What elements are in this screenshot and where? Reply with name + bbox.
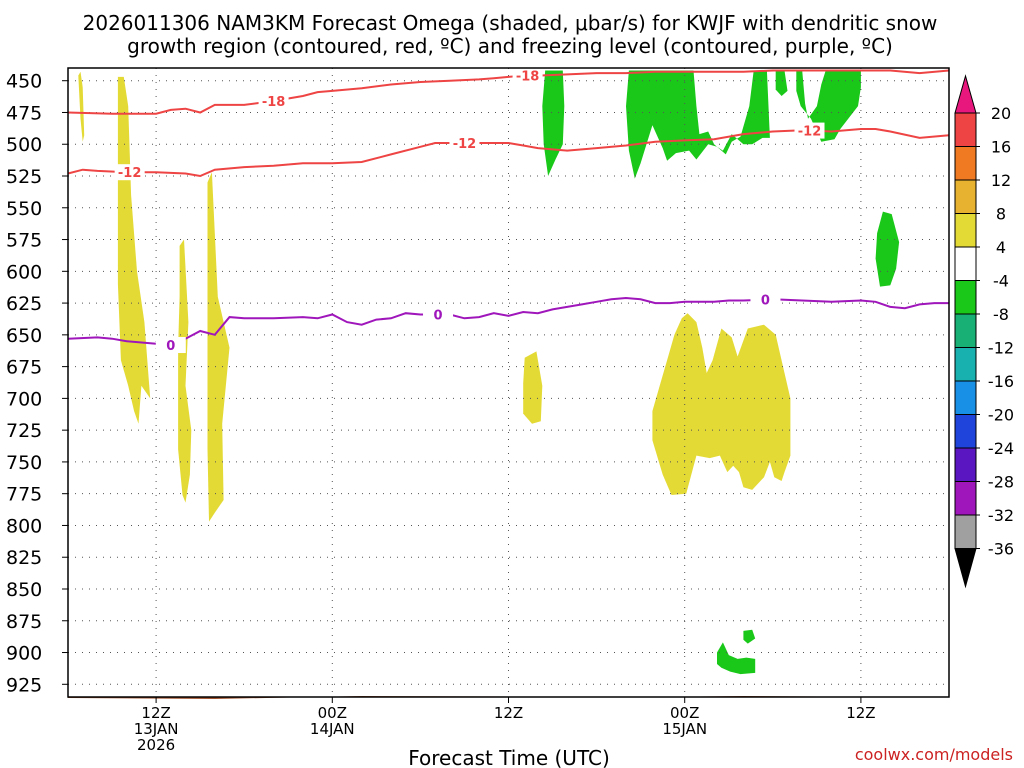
colorbar-segment-3 xyxy=(954,213,977,248)
omega-positive-region-1 xyxy=(117,76,151,424)
y-tick-label-825: 825 xyxy=(6,547,42,569)
y-tick-label-750: 750 xyxy=(6,452,42,474)
colorbar-segment-2 xyxy=(954,179,977,214)
y-tick-label-925: 925 xyxy=(6,674,42,696)
omega-positive-region-3 xyxy=(207,172,230,522)
colorbar-label-13: -36 xyxy=(988,540,1014,559)
omega-positive-shading xyxy=(78,71,791,522)
freezing-c-label-bg xyxy=(750,291,781,308)
y-tick-label-475: 475 xyxy=(6,102,42,124)
omega-positive-region-4 xyxy=(523,351,543,424)
y-axis-pressure-ticks: 450 475 500 525 550 575 600 625 650 675 700 725 750 7… xyxy=(6,71,68,696)
chart-title-line2: growth region (contoured, red, ºC) and f… xyxy=(127,34,893,58)
y-tick-label-850: 850 xyxy=(6,579,42,601)
colorbar-segment-11 xyxy=(954,481,977,516)
omega-positive-region-2 xyxy=(178,239,192,503)
y-tick-label-875: 875 xyxy=(6,611,42,633)
y-tick-label-575: 575 xyxy=(6,230,42,252)
x-tick-label-h18-2: 14JAN xyxy=(310,720,355,738)
dgz-lower-c-label: -12 xyxy=(798,125,822,140)
freezing-level-contour-line xyxy=(67,296,949,347)
colorbar-label-4: 4 xyxy=(996,238,1006,257)
y-tick-label-450: 450 xyxy=(6,71,42,93)
colorbar-segment-10 xyxy=(954,447,977,482)
freezing-a-label: 0 xyxy=(166,339,175,354)
x-tick-label-h42-2: 15JAN xyxy=(662,720,707,738)
y-tick-label-775: 775 xyxy=(6,484,42,506)
omega-colorbar: 20 16 12 8 4 -4 -8 -12 -16 -20 -24 -28 -32 -36 xyxy=(954,74,1014,589)
x-tick-label-h6-3: 2026 xyxy=(137,736,175,754)
colorbar-label-8: -16 xyxy=(988,372,1014,391)
y-tick-label-675: 675 xyxy=(6,357,42,379)
colorbar-top-arrow xyxy=(954,74,977,114)
contour-labels: -18 -18 -12 -12 -12 0 0 0 xyxy=(114,67,825,354)
colorbar-segment-12 xyxy=(954,514,977,549)
x-tick-label-h42-1: 00Z xyxy=(670,704,699,722)
x-tick-label-h54-1: 12Z xyxy=(846,704,875,722)
colorbar-label-5: -4 xyxy=(993,272,1009,291)
dgz-upper-b-label-bg xyxy=(512,67,543,84)
freezing-b-label: 0 xyxy=(433,309,442,324)
dgz-lower-c-label-bg xyxy=(794,122,825,139)
omega-negative-region-3 xyxy=(796,70,861,142)
colorbar-label-0: 20 xyxy=(991,104,1011,123)
colorbar-bottom-arrow xyxy=(954,548,977,589)
omega-positive-region-5 xyxy=(652,313,791,495)
dgz-upper-a-label-bg xyxy=(258,93,289,110)
y-tick-label-900: 900 xyxy=(6,643,42,665)
colorbar-segment-6 xyxy=(954,313,977,348)
omega-positive-region-0 xyxy=(78,71,85,142)
dgz-upper-a-label: -18 xyxy=(262,95,286,110)
y-tick-label-800: 800 xyxy=(6,515,42,537)
y-tick-label-650: 650 xyxy=(6,325,42,347)
dgz-upper-contour-line xyxy=(67,69,950,115)
colorbar-segment-8 xyxy=(954,380,977,415)
omega-negative-region-2 xyxy=(775,70,788,96)
colorbar-label-7: -12 xyxy=(988,339,1014,358)
dgz-lower-a-label: -12 xyxy=(118,166,142,181)
colorbar-label-2: 12 xyxy=(991,171,1011,190)
colorbar-segment-0 xyxy=(954,112,977,147)
x-tick-label-h6-2: 13JAN xyxy=(134,720,179,738)
freezing-b-label-bg xyxy=(423,306,454,323)
y-tick-label-625: 625 xyxy=(6,293,42,315)
y-tick-label-600: 600 xyxy=(6,261,42,283)
freezing-c-label: 0 xyxy=(761,294,770,309)
x-tick-label-h6-1: 12Z xyxy=(141,704,170,722)
colorbar-label-3: 8 xyxy=(996,205,1006,224)
colorbar-label-11: -28 xyxy=(988,473,1014,492)
dgz-upper-b-label: -18 xyxy=(516,70,540,85)
colorbar-segment-4 xyxy=(954,246,977,281)
colorbar-label-6: -8 xyxy=(993,305,1009,324)
colorbar-segment-7 xyxy=(954,347,977,382)
y-tick-label-500: 500 xyxy=(6,134,42,156)
freezing-a-label-bg xyxy=(155,337,186,354)
omega-negative-region-1 xyxy=(626,70,770,179)
x-tick-label-h18-1: 00Z xyxy=(318,704,347,722)
y-tick-label-525: 525 xyxy=(6,166,42,188)
colorbar-label-10: -24 xyxy=(988,439,1014,458)
y-tick-label-700: 700 xyxy=(6,388,42,410)
omega-negative-region-4 xyxy=(875,211,900,287)
omega-negative-region-5 xyxy=(717,642,756,675)
colorbar-segment-1 xyxy=(954,146,977,181)
chart-title-line1: 2026011306 NAM3KM Forecast Omega (shaded… xyxy=(83,11,938,35)
colorbar-segment-5 xyxy=(954,280,977,315)
colorbar-label-1: 16 xyxy=(991,138,1011,157)
colorbar-label-12: -32 xyxy=(988,506,1014,525)
dgz-lower-b-label-bg xyxy=(449,134,480,151)
plot-background xyxy=(68,68,949,697)
credit-text: coolwx.com/models xyxy=(855,745,1013,764)
x-tick-label-h30-1: 12Z xyxy=(494,704,523,722)
colorbar-label-9: -20 xyxy=(988,406,1014,425)
x-axis-label: Forecast Time (UTC) xyxy=(408,746,610,768)
dgz-lower-b-label: -12 xyxy=(453,137,477,152)
y-tick-label-725: 725 xyxy=(6,420,42,442)
dgz-lower-a-label-bg xyxy=(114,164,145,181)
omega-negative-region-6 xyxy=(743,629,756,644)
colorbar-segment-9 xyxy=(954,414,977,449)
y-tick-label-550: 550 xyxy=(6,198,42,220)
